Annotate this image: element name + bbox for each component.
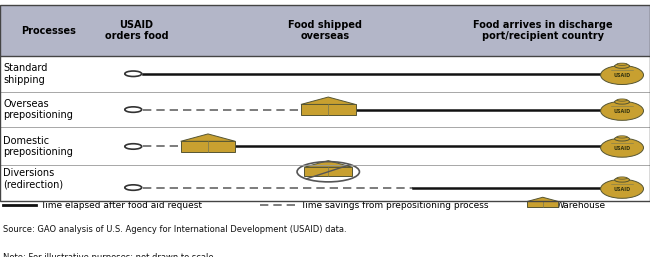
Ellipse shape (617, 63, 627, 65)
Text: USAID: USAID (614, 146, 630, 151)
Text: Note: For illustrative purposes; not drawn to scale.: Note: For illustrative purposes; not dra… (3, 253, 216, 257)
Text: Food shipped
overseas: Food shipped overseas (288, 20, 362, 41)
Text: Food arrives in discharge
port/recipient country: Food arrives in discharge port/recipient… (473, 20, 612, 41)
Ellipse shape (617, 177, 627, 179)
Text: Diversions
(redirection): Diversions (redirection) (3, 168, 64, 190)
Ellipse shape (617, 99, 627, 101)
Text: USAID: USAID (614, 187, 630, 192)
Bar (0, 5, 650, 56)
Ellipse shape (614, 100, 630, 104)
Text: Time elapsed after food aid request: Time elapsed after food aid request (40, 201, 202, 210)
Ellipse shape (601, 101, 644, 120)
Circle shape (125, 107, 142, 112)
Text: Source: GAO analysis of U.S. Agency for International Development (USAID) data.: Source: GAO analysis of U.S. Agency for … (3, 225, 347, 234)
Ellipse shape (601, 66, 644, 85)
Ellipse shape (601, 138, 644, 157)
Ellipse shape (614, 64, 630, 68)
Circle shape (125, 185, 142, 190)
Bar (301, 104, 356, 115)
Ellipse shape (614, 178, 630, 182)
Polygon shape (527, 197, 558, 201)
Text: Processes: Processes (21, 25, 76, 35)
Text: USAID
orders food: USAID orders food (105, 20, 168, 41)
Text: Warehouse: Warehouse (556, 201, 606, 210)
Circle shape (125, 71, 142, 77)
Bar (304, 167, 352, 176)
Ellipse shape (601, 179, 644, 198)
Text: USAID: USAID (614, 73, 630, 78)
Text: Time savings from prepositioning process: Time savings from prepositioning process (300, 201, 489, 210)
Polygon shape (304, 161, 352, 167)
Text: USAID: USAID (614, 109, 630, 114)
Text: Domestic
prepositioning: Domestic prepositioning (3, 136, 73, 157)
Polygon shape (181, 134, 235, 141)
Bar (527, 201, 558, 207)
Text: Standard
shipping: Standard shipping (3, 63, 47, 85)
Circle shape (125, 144, 142, 149)
Bar (181, 141, 235, 152)
Ellipse shape (614, 136, 630, 141)
Ellipse shape (617, 136, 627, 138)
Polygon shape (301, 97, 356, 104)
Text: Overseas
prepositioning: Overseas prepositioning (3, 99, 73, 120)
